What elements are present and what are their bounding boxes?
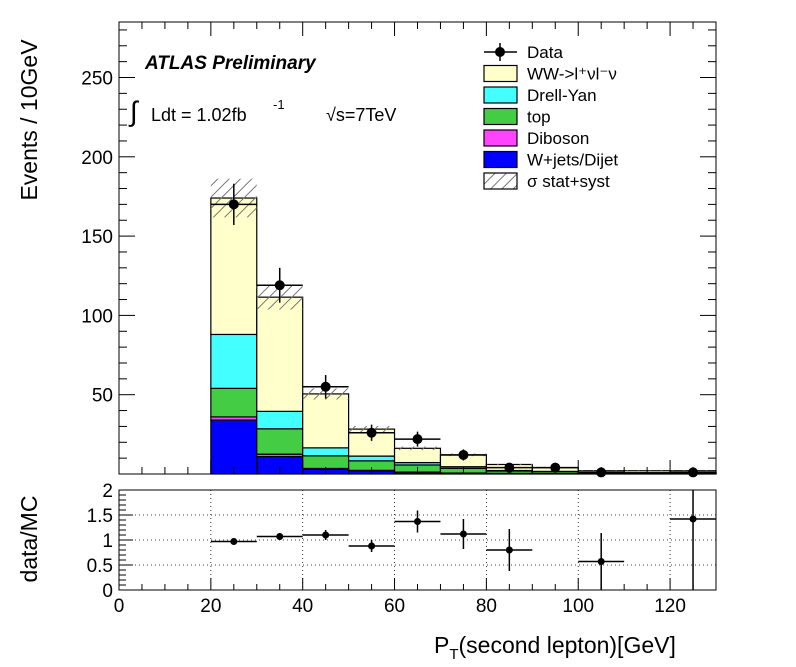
main-ylabel: Events / 10GeV [16, 39, 42, 201]
ratio-xtick-label: 80 [476, 596, 497, 617]
ratio-xtick-label: 40 [292, 596, 313, 617]
energy-label: √s=7TeV [326, 105, 396, 125]
main-frame [119, 22, 716, 474]
ratio-ytick-label: 0 [102, 581, 113, 602]
ratio-xtick-label: 120 [654, 596, 686, 617]
legend-label: W+jets/Dijet [527, 151, 618, 170]
ratio-point-25 [230, 538, 237, 545]
legend-label: WW->l⁺νl⁻ν [527, 65, 617, 84]
ratio-point-55 [368, 543, 375, 550]
bar-drell-yan-20 [211, 334, 257, 388]
legend-swatch [484, 87, 517, 103]
legend-swatch [484, 66, 517, 82]
main-histogram [211, 198, 716, 474]
atlas-label: ATLAS Preliminary [144, 53, 317, 74]
ratio-point-35 [276, 533, 283, 540]
lumi-integral: ∫ [128, 96, 140, 127]
bar-top-20 [211, 388, 257, 417]
main-axes: 50 100 150 200 250 [81, 22, 716, 474]
legend-swatch [484, 152, 517, 168]
ratio-point-85 [506, 547, 513, 554]
bar-ww-l-l--30 [257, 297, 303, 411]
data-point-65 [413, 434, 423, 444]
bar-ww-l-l--60 [395, 448, 441, 462]
data-point-25 [229, 199, 239, 209]
legend-label: Drell-Yan [527, 86, 597, 105]
ratio-xtick-label: 100 [562, 596, 594, 617]
ratio-ytick-label: 1 [102, 531, 113, 552]
legend: Data WW->l⁺νl⁻ν Drell-Yan top Diboson W+jets/… [484, 43, 618, 191]
x-axis-label: PT(second lepton)[GeV] [434, 632, 676, 662]
ratio-ylabel: data/MC [16, 496, 42, 583]
main-ytick-label: 50 [92, 386, 113, 407]
bar-top-30 [257, 429, 303, 454]
legend-swatch-hatch [484, 173, 517, 189]
legend-label: top [527, 108, 551, 127]
ratio-points [211, 490, 716, 590]
legend-label: Diboson [527, 129, 589, 148]
ratio-point-65 [414, 518, 421, 525]
ratio-ytick-label: 1.5 [87, 506, 113, 527]
legend-swatch [484, 109, 517, 125]
main-ytick-label: 250 [81, 69, 113, 90]
data-point-75 [458, 450, 468, 460]
data-point-45 [321, 382, 331, 392]
main-ytick-label: 150 [81, 227, 113, 248]
bar-w-jets-dijet-20 [211, 420, 257, 474]
main-ytick-label: 200 [81, 148, 113, 169]
bar-top-40 [303, 456, 349, 469]
ratio-ytick-label: 0.5 [87, 556, 113, 577]
data-point-35 [275, 280, 285, 290]
legend-label: σ stat+syst [527, 172, 610, 191]
bar-ww-l-l--40 [303, 394, 349, 448]
lumi-sup: -1 [273, 97, 285, 112]
band-bin-60 [395, 447, 441, 451]
bar-drell-yan-30 [257, 411, 303, 428]
legend-marker [495, 47, 505, 57]
ratio-frame [119, 490, 716, 590]
bar-drell-yan-50 [349, 456, 395, 461]
ratio-xtick-label: 60 [384, 596, 405, 617]
bar-drell-yan-40 [303, 448, 349, 456]
ratio-point-75 [460, 531, 467, 538]
lumi-text: Ldt = 1.02fb [151, 105, 247, 125]
ratio-xtick-label: 20 [200, 596, 221, 617]
main-ytick-label: 100 [81, 306, 113, 327]
ratio-xtick-label: 0 [114, 596, 125, 617]
ratio-ytick-label: 2 [102, 481, 113, 502]
ratio-point-45 [322, 532, 329, 539]
ratio-point-125 [690, 516, 697, 523]
ratio-grid [119, 490, 716, 590]
ratio-point-105 [598, 558, 605, 565]
legend-swatch [484, 130, 517, 146]
legend-label: Data [527, 43, 563, 62]
data-point-55 [367, 428, 377, 438]
